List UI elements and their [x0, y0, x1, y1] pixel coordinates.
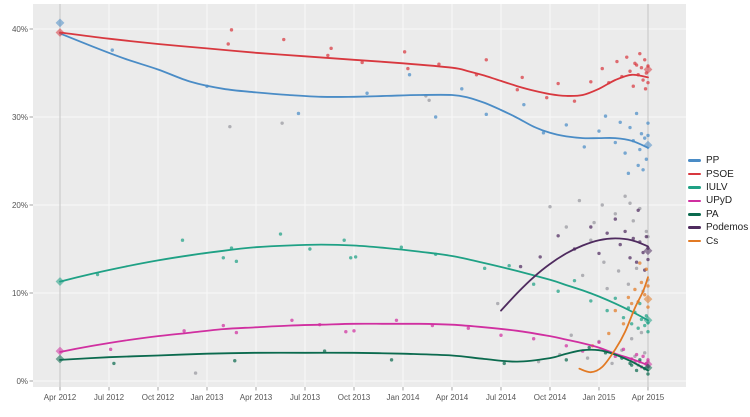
- y-tick-label: 30%: [12, 113, 28, 122]
- y-tick-label: 20%: [12, 201, 28, 210]
- x-tick-label: Jan 2013: [191, 393, 224, 402]
- legend-label: PP: [706, 155, 720, 167]
- legend-item-podemos: Podemos: [688, 221, 748, 234]
- trend-line-upyd: [59, 322, 649, 367]
- scatter-pp: [110, 48, 650, 176]
- scatter-cs: [590, 261, 650, 348]
- y-tick-label: 40%: [12, 25, 28, 34]
- legend-item-pp: PP: [688, 154, 748, 167]
- legend-label: PSOE: [706, 168, 734, 180]
- upyd-line-swatch-icon: [688, 199, 701, 203]
- x-tick-label: Apr 2014: [436, 393, 469, 402]
- chart-legend: PP PSOE IULV UPyD PA Podemos Cs: [688, 154, 748, 248]
- x-tick-label: Jul 2012: [94, 393, 125, 402]
- election-results-iulv: [55, 277, 653, 325]
- axes: 0% 10% 20% 30% 40% Apr 2012 Jul 2012 Oct 2012 Ja…: [12, 25, 665, 402]
- scatter-other: [193, 94, 650, 375]
- election-results-podemos: [643, 246, 653, 256]
- cs-line-swatch-icon: [688, 239, 701, 243]
- election-results-pp: [55, 18, 653, 150]
- legend-item-iulv: IULV: [688, 181, 748, 194]
- election-results-cs: [643, 294, 653, 304]
- x-tick-label: Jul 2013: [290, 393, 321, 402]
- x-tick-label: Oct 2014: [534, 393, 567, 402]
- election-results-pa: [55, 354, 653, 373]
- legend-label: PA: [706, 208, 719, 220]
- legend-label: Podemos: [706, 222, 749, 234]
- legend-item-pa: PA: [688, 208, 748, 221]
- trend-line-psoe: [59, 31, 649, 97]
- x-tick-label: Jan 2015: [583, 393, 616, 402]
- legend-label: Cs: [706, 235, 719, 247]
- x-tick-label: Apr 2012: [44, 393, 77, 402]
- podemos-line-swatch-icon: [688, 226, 701, 229]
- y-tick-label: 10%: [12, 289, 28, 298]
- x-tick-label: Oct 2012: [142, 393, 175, 402]
- election-results-psoe: [55, 28, 653, 74]
- legend-label: UPyD: [706, 195, 733, 207]
- x-tick-label: Jan 2014: [387, 393, 420, 402]
- psoe-line-swatch-icon: [688, 172, 701, 176]
- gridlines: [33, 4, 686, 387]
- pp-line-swatch-icon: [688, 159, 701, 162]
- trend-line-pp: [59, 32, 649, 149]
- trend-line-cs: [578, 276, 649, 374]
- pa-line-swatch-icon: [688, 212, 701, 216]
- legend-label: IULV: [706, 181, 728, 193]
- legend-item-psoe: PSOE: [688, 167, 748, 180]
- x-tick-label: Oct 2013: [338, 393, 371, 402]
- trend-line-pa: [59, 348, 649, 372]
- x-tick-label: Apr 2013: [240, 393, 273, 402]
- iulv-line-swatch-icon: [688, 186, 701, 189]
- x-tick-label: Jul 2014: [486, 393, 517, 402]
- trend-line-podemos: [500, 237, 649, 312]
- trend-line-iulv: [59, 243, 649, 322]
- legend-item-cs: Cs: [688, 234, 748, 247]
- x-tick-label: Apr 2015: [632, 393, 665, 402]
- legend-item-upyd: UPyD: [688, 194, 748, 207]
- y-tick-label: 0%: [16, 377, 28, 386]
